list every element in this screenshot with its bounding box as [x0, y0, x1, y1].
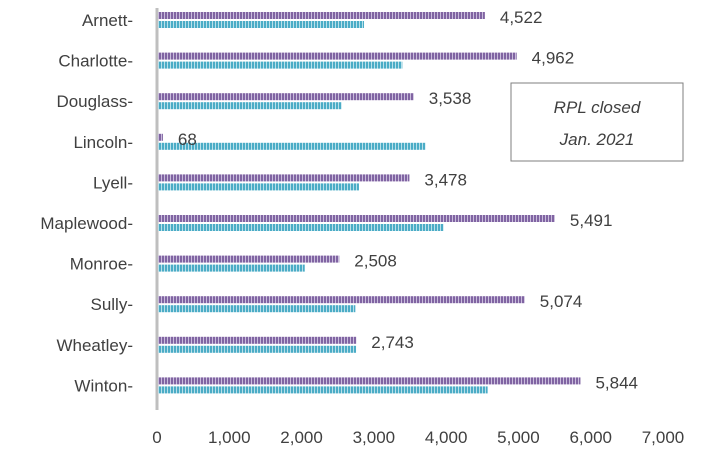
category-label: Monroe-	[70, 255, 133, 274]
annotation-line-2: Jan. 2021	[559, 130, 635, 149]
bar-series-2	[158, 183, 359, 191]
data-label: 68	[178, 130, 197, 149]
bar-series-1	[158, 12, 485, 19]
bar-series-2	[158, 142, 426, 150]
data-label: 4,522	[500, 8, 543, 27]
category-label: Arnett-	[82, 11, 133, 30]
annotation-line-1: RPL closed	[554, 98, 641, 117]
category-label: Charlotte-	[58, 52, 133, 71]
data-label: 5,491	[570, 211, 613, 230]
bar-series-2	[158, 345, 357, 353]
bar-series-2	[158, 61, 403, 69]
category-label: Wheatley-	[56, 336, 133, 355]
category-label: Winton-	[74, 376, 133, 395]
x-tick-label: 2,000	[280, 428, 323, 447]
category-label: Lyell-	[93, 173, 133, 192]
x-tick-label: 6,000	[569, 428, 612, 447]
bar-series-1	[158, 174, 410, 182]
bar-series-2	[158, 305, 356, 313]
bar-series-2	[158, 224, 444, 231]
data-label: 5,844	[595, 373, 638, 392]
category-label: Maplewood-	[40, 214, 133, 233]
bar-series-1	[158, 296, 525, 304]
bar-series-1	[158, 336, 357, 344]
data-label: 2,508	[354, 252, 397, 271]
bar-series-2	[158, 21, 365, 28]
data-label: 2,743	[371, 333, 414, 352]
bar-series-1	[158, 93, 414, 101]
x-tick-label: 7,000	[642, 428, 685, 447]
data-label: 3,538	[429, 89, 472, 108]
category-label: Lincoln-	[73, 133, 133, 152]
bar-series-1	[158, 133, 163, 141]
bar-series-1	[158, 52, 517, 60]
bar-series-1	[158, 377, 581, 385]
x-tick-label: 0	[152, 428, 161, 447]
x-tick-label: 3,000	[353, 428, 396, 447]
bar-series-1	[158, 255, 340, 263]
x-tick-label: 1,000	[208, 428, 251, 447]
x-tick-label: 4,000	[425, 428, 468, 447]
annotation-frame	[510, 82, 684, 162]
bar-series-2	[158, 386, 488, 394]
bar-series-2	[158, 102, 342, 110]
category-label: Douglass-	[56, 92, 133, 111]
bar-series-2	[158, 264, 305, 272]
annotation-box: RPL closed Jan. 2021	[510, 82, 684, 162]
data-label: 3,478	[424, 170, 467, 189]
data-label: 4,962	[532, 49, 575, 68]
x-tick-label: 5,000	[497, 428, 540, 447]
data-label: 5,074	[540, 292, 583, 311]
bar-series-1	[158, 215, 555, 222]
category-label: Sully-	[90, 295, 133, 314]
